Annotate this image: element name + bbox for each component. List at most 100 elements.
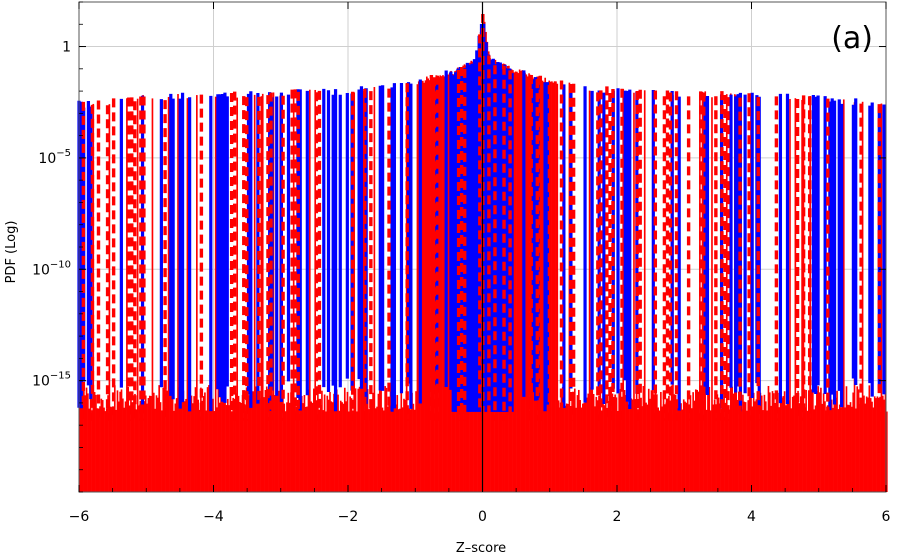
- red-bar: [239, 401, 241, 492]
- red-bar: [377, 393, 380, 492]
- red-bar: [370, 405, 373, 492]
- red-bar: [162, 387, 165, 492]
- x-tick-label: 2: [613, 509, 622, 525]
- red-bar: [588, 90, 591, 493]
- red-bar: [384, 386, 386, 492]
- red-bar: [631, 399, 634, 492]
- red-bar: [877, 397, 880, 492]
- red-bar: [147, 398, 150, 492]
- red-bar: [171, 389, 174, 492]
- red-bar: [321, 390, 323, 492]
- red-bar: [681, 409, 684, 492]
- red-bar: [758, 387, 760, 492]
- red-bar: [561, 387, 564, 492]
- red-bar: [606, 407, 608, 492]
- red-bar: [92, 103, 95, 493]
- red-bar: [395, 404, 397, 492]
- x-tick-label: 0: [478, 509, 487, 525]
- red-bar: [514, 71, 517, 493]
- red-bar: [563, 395, 565, 492]
- red-bar: [275, 387, 278, 492]
- red-bar: [179, 401, 182, 492]
- red-bar: [226, 398, 229, 492]
- red-bar: [825, 410, 828, 492]
- red-bar: [434, 78, 436, 493]
- red-bar: [166, 390, 169, 492]
- red-bar: [844, 407, 846, 492]
- red-bar: [198, 409, 201, 492]
- red-bar: [107, 395, 109, 492]
- red-bar: [423, 82, 425, 493]
- red-bar: [424, 80, 427, 492]
- red-bar: [214, 96, 217, 492]
- red-bar: [582, 403, 584, 492]
- red-bar: [376, 406, 378, 492]
- red-bar: [143, 401, 146, 492]
- red-bar: [790, 408, 793, 492]
- red-bar: [118, 401, 120, 492]
- red-bar: [837, 409, 840, 492]
- red-bar: [307, 389, 310, 492]
- red-bar: [257, 389, 260, 492]
- red-bar: [723, 389, 725, 492]
- red-bar: [599, 389, 602, 492]
- red-bar: [88, 408, 91, 492]
- red-bar: [185, 398, 187, 492]
- red-bar: [764, 401, 767, 492]
- red-bar: [763, 394, 766, 492]
- red-bar: [101, 400, 104, 492]
- red-bar: [191, 403, 194, 492]
- red-bar: [826, 405, 829, 492]
- red-bar: [692, 392, 694, 492]
- red-bar: [212, 398, 214, 492]
- red-bar: [173, 410, 175, 492]
- red-bar: [182, 390, 185, 492]
- red-bar: [399, 408, 401, 492]
- red-bar: [343, 387, 346, 492]
- red-bar: [412, 403, 415, 492]
- red-bar: [126, 98, 128, 493]
- red-bar: [291, 390, 294, 492]
- red-bar: [775, 395, 778, 492]
- red-bar: [830, 399, 833, 492]
- red-bar: [295, 406, 298, 492]
- red-bar: [560, 388, 563, 492]
- red-bar: [645, 402, 647, 492]
- red-bar: [781, 397, 783, 492]
- red-bar: [286, 402, 288, 492]
- red-bar: [290, 392, 292, 492]
- red-bar: [288, 402, 291, 492]
- red-bar: [725, 94, 728, 493]
- red-bar: [245, 387, 248, 492]
- red-bar: [148, 395, 151, 492]
- red-bar: [828, 407, 830, 492]
- red-bar: [259, 397, 261, 492]
- red-bar: [322, 410, 325, 492]
- red-bar: [795, 397, 798, 492]
- red-bar: [299, 385, 302, 492]
- red-bar: [647, 388, 650, 492]
- red-bar: [138, 405, 140, 492]
- red-bar: [404, 399, 407, 492]
- red-bar: [680, 403, 682, 492]
- red-bar: [284, 411, 287, 492]
- red-bar: [859, 403, 861, 492]
- red-bar: [300, 395, 303, 492]
- red-bar: [611, 393, 614, 492]
- red-bar: [583, 402, 586, 492]
- red-bar: [294, 401, 296, 492]
- red-bar: [81, 403, 84, 492]
- red-bar: [237, 395, 240, 492]
- red-bar: [584, 396, 587, 492]
- red-bar: [335, 389, 338, 492]
- red-bar: [572, 400, 575, 492]
- red-bar: [150, 396, 152, 492]
- red-bar: [678, 398, 681, 492]
- red-bar: [860, 404, 863, 492]
- red-bar: [267, 391, 269, 492]
- red-bar: [777, 392, 779, 492]
- red-bar: [109, 406, 112, 492]
- red-bar: [782, 396, 785, 492]
- red-bar: [660, 391, 662, 492]
- red-bar: [345, 401, 347, 492]
